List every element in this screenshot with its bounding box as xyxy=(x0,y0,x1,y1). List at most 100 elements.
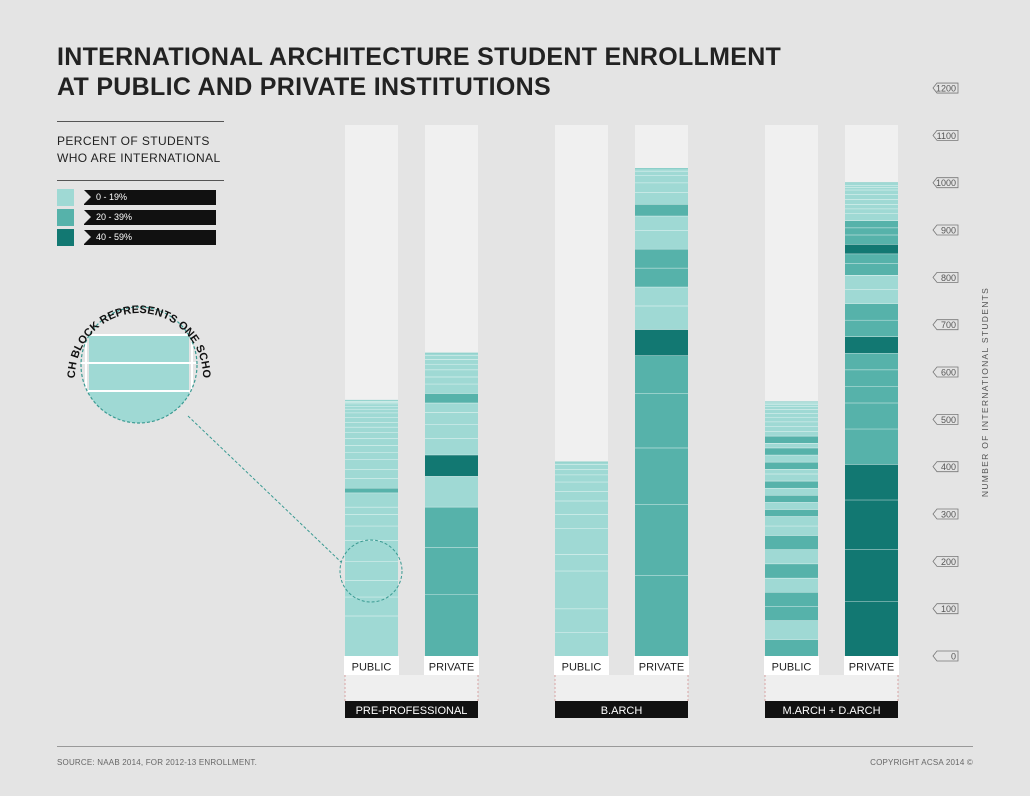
school-block xyxy=(845,263,898,275)
school-block xyxy=(425,424,478,439)
school-block xyxy=(845,220,898,228)
group-label-bar xyxy=(765,701,898,718)
group-label: PRE-PROFESSIONAL xyxy=(356,705,468,717)
school-block xyxy=(345,412,398,418)
category-label: PUBLIC xyxy=(352,662,392,674)
school-block xyxy=(765,404,818,407)
school-block xyxy=(555,461,608,465)
legend-notch xyxy=(84,190,91,204)
y-tick-label: 700 xyxy=(941,320,956,330)
school-block xyxy=(635,248,688,268)
y-tick-marker xyxy=(932,224,959,236)
school-block xyxy=(555,481,608,492)
school-block xyxy=(345,402,398,404)
school-block xyxy=(555,514,608,529)
school-block xyxy=(555,491,608,501)
callout-leader-line xyxy=(187,415,342,563)
y-tick-marker xyxy=(932,177,959,189)
school-block xyxy=(765,421,818,427)
school-block xyxy=(555,474,608,482)
title-line-1: INTERNATIONAL ARCHITECTURE STUDENT ENROL… xyxy=(57,43,782,71)
school-block xyxy=(345,506,398,515)
school-block xyxy=(345,417,398,423)
school-block xyxy=(845,353,898,370)
school-block xyxy=(345,514,398,526)
school-block xyxy=(635,170,688,176)
school-block xyxy=(845,203,898,209)
category-label-tab xyxy=(844,656,899,675)
school-block xyxy=(425,547,478,595)
school-block xyxy=(345,459,398,470)
school-block xyxy=(765,409,818,414)
school-block xyxy=(845,244,898,254)
school-block xyxy=(845,182,898,186)
school-block xyxy=(765,461,818,470)
school-block xyxy=(345,422,398,427)
y-tick: 600 xyxy=(932,366,959,378)
school-block xyxy=(845,369,898,387)
school-block xyxy=(635,230,688,249)
group-bracket xyxy=(555,675,688,701)
y-tick-marker xyxy=(932,461,959,473)
y-tick-marker xyxy=(932,319,959,331)
school-block xyxy=(845,213,898,221)
school-block xyxy=(765,592,818,607)
school-block xyxy=(425,369,478,377)
school-block xyxy=(765,639,818,656)
school-block xyxy=(765,535,818,550)
school-block xyxy=(555,632,608,656)
category-label-tab xyxy=(764,656,819,675)
school-block xyxy=(765,431,818,436)
school-block xyxy=(765,525,818,536)
school-block xyxy=(765,413,818,417)
school-block xyxy=(635,168,688,171)
school-block xyxy=(845,386,898,403)
school-block xyxy=(845,549,898,602)
school-block xyxy=(425,376,478,384)
school-block xyxy=(845,189,898,195)
source-note: SOURCE: NAAB 2014, FOR 2012-13 ENROLLMEN… xyxy=(57,758,258,767)
legend-title-line-1: PERCENT OF STUDENTS xyxy=(57,134,210,148)
y-tick: 1200 xyxy=(932,82,959,94)
school-block xyxy=(345,401,398,403)
chart-title: INTERNATIONAL ARCHITECTURE STUDENT ENROL… xyxy=(57,42,781,102)
y-tick: 400 xyxy=(932,461,959,473)
school-block xyxy=(765,406,818,410)
school-block xyxy=(425,363,478,370)
y-tick: 0 xyxy=(932,650,959,662)
school-block xyxy=(845,336,898,354)
school-block xyxy=(425,355,478,360)
group-bracket xyxy=(765,675,898,701)
y-tick-label: 900 xyxy=(941,226,956,236)
legend-label-mid: 20 - 39% xyxy=(84,210,216,225)
y-axis-title-text: NUMBER OF INTERNATIONAL STUDENTS xyxy=(980,286,990,498)
school-block xyxy=(765,473,818,481)
school-block xyxy=(765,416,818,422)
school-block xyxy=(845,289,898,304)
y-tick-marker xyxy=(932,650,959,662)
school-block xyxy=(345,487,398,493)
school-block xyxy=(345,596,398,616)
y-tick: 1100 xyxy=(932,129,959,141)
category-label-tab xyxy=(344,656,399,675)
school-block xyxy=(635,182,688,193)
y-tick-label: 0 xyxy=(951,652,956,662)
y-tick-label: 1000 xyxy=(936,178,956,188)
school-block xyxy=(635,192,688,204)
school-block xyxy=(425,353,478,356)
footer-rule xyxy=(57,746,973,747)
legend-notch xyxy=(84,230,91,244)
y-tick-marker xyxy=(932,129,959,141)
legend-title: PERCENT OF STUDENTS WHO ARE INTERNATIONA… xyxy=(57,133,221,167)
school-block xyxy=(845,499,898,550)
school-block xyxy=(845,464,898,500)
school-block xyxy=(635,447,688,505)
school-block xyxy=(345,469,398,479)
school-block xyxy=(425,594,478,656)
y-tick: 500 xyxy=(932,413,959,425)
school-block xyxy=(635,329,688,356)
school-block xyxy=(345,525,398,541)
category-label-tab xyxy=(634,656,689,675)
school-block xyxy=(845,402,898,429)
y-tick-marker xyxy=(932,603,959,615)
